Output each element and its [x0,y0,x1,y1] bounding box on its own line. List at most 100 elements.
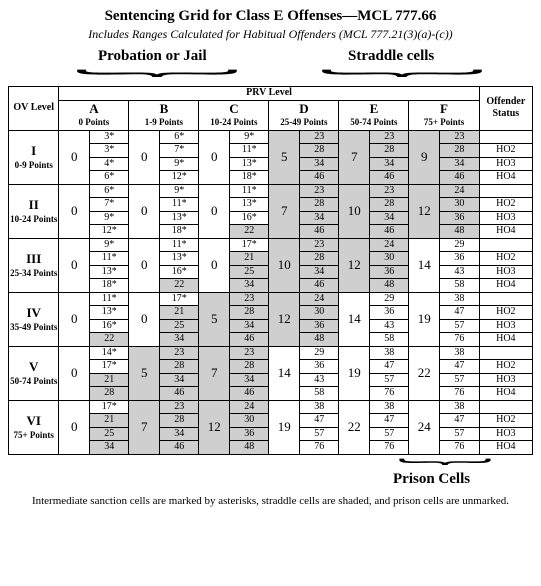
cell-min: 0 [199,184,230,238]
cell-max: 23 [230,346,269,360]
cell-max: 3* [90,144,129,158]
cell-max: 24 [230,400,269,414]
cell-min: 19 [409,292,440,346]
cell-max: 36 [370,306,409,320]
cell-min: 12 [409,184,440,238]
cell-max: 36 [300,319,339,333]
row-header: IV35-49 Points [9,292,59,346]
cell-min: 0 [129,130,160,184]
status-cell: HO4 [479,387,532,401]
cell-max: 48 [300,333,339,347]
status-cell: HO3 [479,427,532,441]
cell-max: 21 [90,373,129,387]
cell-min: 12 [199,400,230,454]
cell-max: 46 [160,441,199,455]
cell-min: 9 [409,130,440,184]
cell-max: 11* [230,184,269,198]
cell-max: 12* [160,171,199,185]
status-cell [479,130,532,144]
cell-max: 22 [230,225,269,239]
cell-max: 28 [300,252,339,266]
cell-max: 25 [90,427,129,441]
cell-max: 34 [440,157,479,171]
cell-max: 18* [90,279,129,293]
cell-max: 17* [160,292,199,306]
cell-max: 6* [90,171,129,185]
cell-max: 18* [230,171,269,185]
cell-min: 5 [199,292,230,346]
row-header: VI75+ Points [9,400,59,454]
cell-min: 7 [129,400,160,454]
cell-max: 34 [230,319,269,333]
cell-max: 28 [370,144,409,158]
brace-right-icon: ︷ [318,66,486,94]
cell-max: 76 [370,387,409,401]
cell-max: 24 [300,292,339,306]
cell-max: 46 [300,279,339,293]
cell-max: 21 [230,252,269,266]
cell-max: 28 [160,360,199,374]
cell-max: 34 [300,157,339,171]
cell-max: 21 [90,414,129,428]
cell-min: 0 [129,292,160,346]
cell-max: 28 [230,360,269,374]
cell-min: 7 [199,346,230,400]
cell-max: 11* [90,252,129,266]
row-header: II10-24 Points [9,184,59,238]
cell-min: 14 [339,292,370,346]
cell-max: 34 [370,157,409,171]
cell-max: 7* [90,198,129,212]
cell-min: 0 [59,238,90,292]
status-cell [479,238,532,252]
row-header: I0-9 Points [9,130,59,184]
cell-max: 29 [370,292,409,306]
cell-max: 38 [440,346,479,360]
cell-min: 14 [269,346,300,400]
cell-max: 23 [370,184,409,198]
cell-max: 58 [440,279,479,293]
cell-max: 43 [440,265,479,279]
cell-max: 57 [440,319,479,333]
col-header: E50-74 Points [339,100,409,130]
table-row: I0-9 Points03*06*09*523723923 [9,130,533,144]
status-cell: HO2 [479,144,532,158]
cell-max: 23 [160,400,199,414]
cell-max: 28 [160,414,199,428]
cell-max: 38 [440,292,479,306]
cell-max: 23 [370,130,409,144]
cell-max: 7* [160,144,199,158]
cell-max: 4* [90,157,129,171]
cell-max: 38 [440,400,479,414]
cell-max: 34 [90,441,129,455]
cell-min: 7 [269,184,300,238]
cell-min: 0 [59,400,90,454]
cell-min: 0 [129,184,160,238]
status-cell [479,184,532,198]
cell-max: 57 [370,427,409,441]
cell-min: 5 [129,346,160,400]
cell-max: 28 [370,198,409,212]
row-header: V50-74 Points [9,346,59,400]
status-cell: HO3 [479,157,532,171]
col-header: F75+ Points [409,100,479,130]
cell-min: 0 [59,184,90,238]
cell-max: 34 [160,427,199,441]
cell-max: 11* [160,238,199,252]
cell-max: 46 [160,387,199,401]
cell-min: 12 [269,292,300,346]
cell-max: 48 [230,441,269,455]
cell-max: 46 [370,171,409,185]
cell-min: 19 [339,346,370,400]
col-header: B1-9 Points [129,100,199,130]
cell-max: 34 [160,373,199,387]
bottom-label-row: ︸ Prison Cells [8,455,533,489]
cell-max: 57 [300,427,339,441]
cell-min: 22 [409,346,440,400]
cell-max: 16* [90,319,129,333]
table-row: VI75+ Points017*7231224193822382438 [9,400,533,414]
cell-max: 57 [440,427,479,441]
cell-max: 30 [230,414,269,428]
cell-max: 23 [160,346,199,360]
cell-max: 47 [370,360,409,374]
cell-max: 30 [370,252,409,266]
